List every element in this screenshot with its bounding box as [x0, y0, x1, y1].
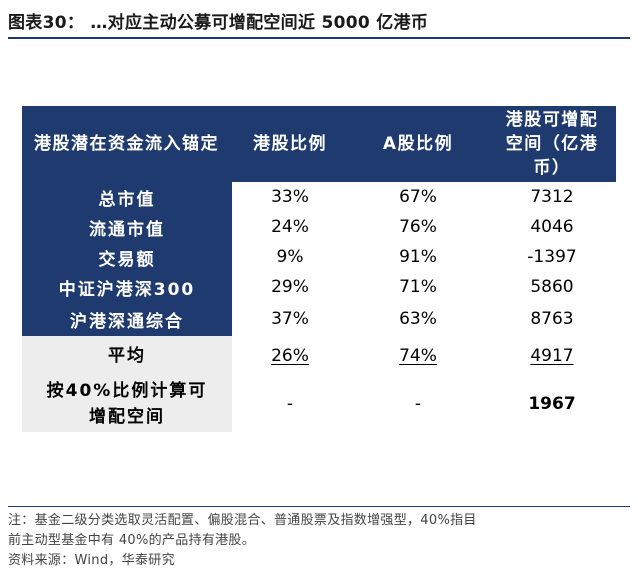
note-line: 前主动型基金中有 40%的产品持有港股。	[8, 533, 256, 548]
summary-a-ratio-value: 74%	[399, 346, 437, 366]
figure-title: 图表30： …对应主动公募可增配空间近 5000 亿港币	[8, 13, 429, 33]
figure-header: 图表30： …对应主动公募可增配空间近 5000 亿港币	[8, 0, 630, 40]
summary-space-highlight: 1967	[528, 394, 576, 414]
row-label: 交易额	[22, 242, 232, 272]
row-a-ratio: 71%	[348, 272, 488, 302]
summary-row-40pct: 按40%比例计算可增配空间 - - 1967	[22, 376, 616, 432]
summary-a-ratio: -	[414, 394, 422, 414]
row-label: 中证沪港深300	[22, 272, 232, 302]
row-hk-ratio: 9%	[232, 242, 348, 272]
row-hk-ratio: 37%	[232, 302, 348, 336]
header-space: 港股可增配空间（亿港币）	[488, 106, 616, 182]
summary-space: 4917	[488, 336, 616, 376]
row-space: -1397	[488, 242, 616, 272]
table-row: 中证沪港深300 29% 71% 5860	[22, 272, 616, 302]
row-label: 沪港深通综合	[22, 302, 232, 336]
row-hk-ratio: 33%	[232, 182, 348, 212]
table-row: 交易额 9% 91% -1397	[22, 242, 616, 272]
row-space: 8763	[488, 302, 616, 336]
row-label: 流通市值	[22, 212, 232, 242]
row-space: 5860	[488, 272, 616, 302]
row-label: 总市值	[22, 182, 232, 212]
header-a-ratio: A股比例	[348, 106, 488, 182]
summary-label: 平均	[22, 336, 232, 376]
row-space: 4046	[488, 212, 616, 242]
summary-hk-ratio: -	[286, 394, 294, 414]
summary-label: 按40%比例计算可增配空间	[22, 376, 232, 432]
table-row: 流通市值 24% 76% 4046	[22, 212, 616, 242]
table-row: 沪港深通综合 37% 63% 8763	[22, 302, 616, 336]
row-hk-ratio: 24%	[232, 212, 348, 242]
source-line: 资料来源：Wind，华泰研究	[8, 553, 175, 568]
summary-a-ratio: 74%	[348, 336, 488, 376]
notes-divider	[8, 506, 630, 507]
row-a-ratio: 91%	[348, 242, 488, 272]
summary-row-average: 平均 26% 74% 4917	[22, 336, 616, 376]
table-header-row: 港股潜在资金流入锚定 港股比例 A股比例 港股可增配空间（亿港币）	[22, 106, 616, 182]
row-a-ratio: 67%	[348, 182, 488, 212]
summary-hk-ratio-value: 26%	[271, 346, 309, 366]
row-a-ratio: 76%	[348, 212, 488, 242]
notes: 注：基金二级分类选取灵活配置、偏股混合、普通股票及指数增强型，40%指目 前主动…	[8, 511, 630, 571]
row-hk-ratio: 29%	[232, 272, 348, 302]
summary-space-value: 4917	[530, 346, 574, 366]
table-row: 总市值 33% 67% 7312	[22, 182, 616, 212]
note-line: 注：基金二级分类选取灵活配置、偏股混合、普通股票及指数增强型，40%指目	[8, 513, 477, 528]
header-hk-ratio: 港股比例	[232, 106, 348, 182]
title-divider	[8, 37, 630, 39]
header-anchor: 港股潜在资金流入锚定	[22, 106, 232, 182]
summary-hk-ratio: 26%	[232, 336, 348, 376]
row-a-ratio: 63%	[348, 302, 488, 336]
row-space: 7312	[488, 182, 616, 212]
